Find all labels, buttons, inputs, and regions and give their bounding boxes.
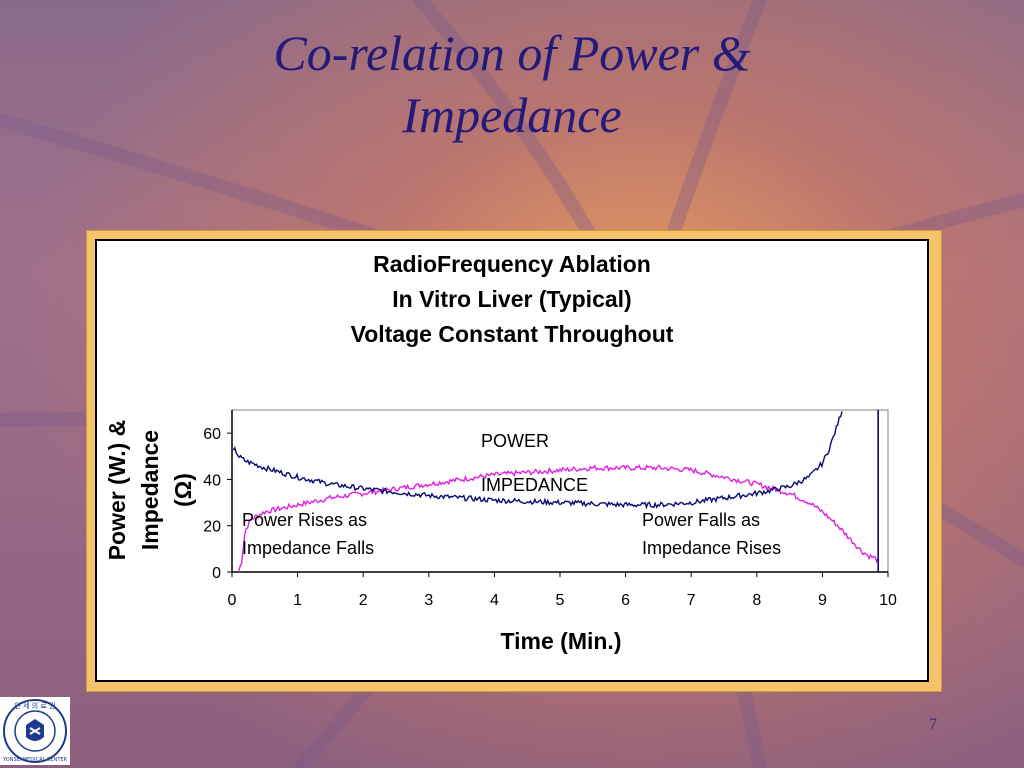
x-tick-label: 5 [556,592,565,609]
y-axis-label-line1: Power (W.) & [104,420,130,561]
x-tick-label: 9 [818,592,827,609]
legend-label-impedance: IMPEDANCE [481,475,588,495]
y-tick-label: 0 [212,565,221,582]
x-tick-label: 10 [879,592,897,609]
legend-label-power: POWER [481,431,549,451]
x-tick-label: 2 [359,592,368,609]
chart: RadioFrequency Ablation In Vitro Liver (… [95,239,929,682]
page-number: 7 [918,716,948,734]
y-tick-label: 20 [203,519,221,536]
annotation-left-line1: Power Rises as [242,510,367,530]
x-tick-label: 6 [621,592,630,609]
x-tick-label: 7 [687,592,696,609]
annotation-right-line2: Impedance Rises [642,538,781,558]
svg-text:YONSEI MEDICAL CENTER: YONSEI MEDICAL CENTER [2,757,68,763]
yonsei-logo: 연 세 의 료 원 YONSEI MEDICAL CENTER [0,697,70,765]
y-axis-label: Power (W.) & Impedance (Ω) [104,420,196,561]
y-axis-label-line3: (Ω) [170,473,196,507]
chart-title-line1: RadioFrequency Ablation [373,251,651,277]
annotation-right-line1: Power Falls as [642,510,760,530]
x-tick-label: 8 [752,592,761,609]
x-tick-label: 4 [490,592,499,609]
y-tick-label: 40 [203,472,221,489]
x-tick-label: 0 [228,592,237,609]
logo-emblem-icon: 연 세 의 료 원 YONSEI MEDICAL CENTER [0,697,70,765]
y-tick-label: 60 [203,426,221,443]
x-axis-label: Time (Min.) [501,628,622,654]
slide-title-line1: Co-relation of Power & [0,22,1024,84]
y-axis-label-line2: Impedance [137,430,163,550]
y-ticks: 0 20 40 60 [203,426,232,582]
x-ticks: 0 1 2 3 4 5 6 7 8 9 10 [228,572,897,609]
x-tick-label: 1 [293,592,302,609]
x-tick-label: 3 [424,592,433,609]
slide-title: Co-relation of Power & Impedance [0,22,1024,146]
annotation-left-line2: Impedance Falls [242,538,374,558]
chart-title-line2: In Vitro Liver (Typical) [392,286,631,312]
svg-text:연 세 의 료 원: 연 세 의 료 원 [14,701,55,710]
chart-title-line3: Voltage Constant Throughout [351,321,674,347]
slide-title-line2: Impedance [0,84,1024,146]
